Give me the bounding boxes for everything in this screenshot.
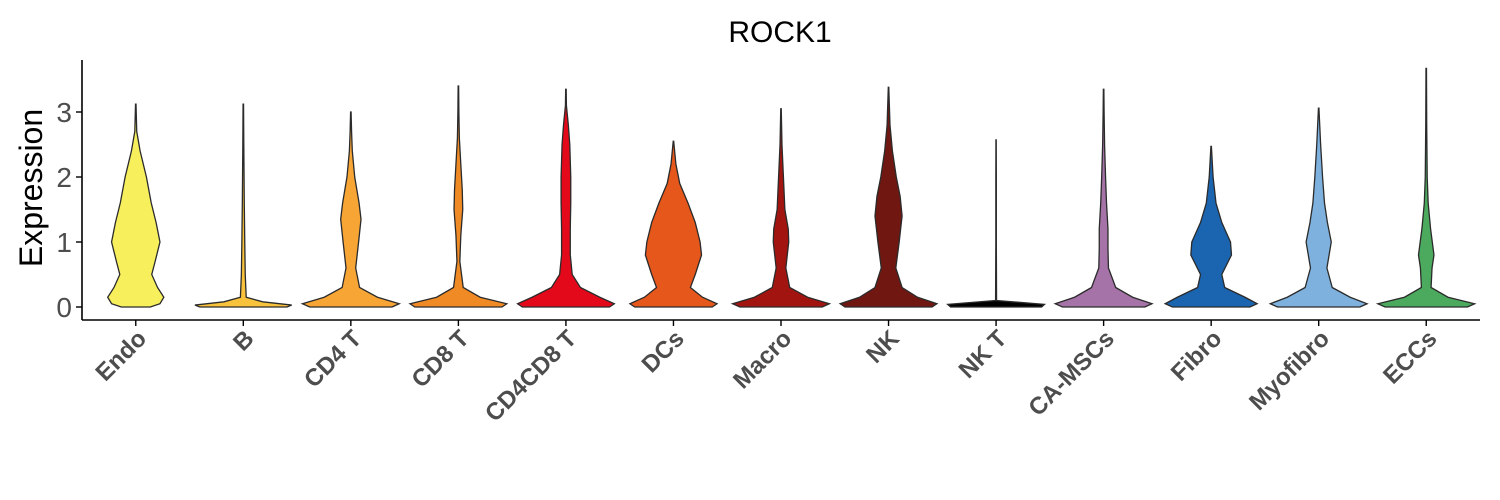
x-tick-label: CA-MSCs — [1023, 325, 1119, 421]
x-tick-label: CD4CD8 T — [480, 325, 582, 427]
x-tick-label: NK T — [954, 325, 1013, 384]
y-tick-label: 2 — [56, 162, 72, 193]
x-tick-label: NK — [861, 325, 905, 369]
chart-title: ROCK1 — [728, 16, 831, 49]
x-tick-label: Fibro — [1166, 325, 1228, 387]
violin-myofibro — [1268, 107, 1369, 308]
violin-dcs — [628, 140, 719, 308]
violin-ca-mscs — [1053, 88, 1154, 308]
x-ticks-group: Endo B CD4 T CD8 T CD4CD8 T DCs Macro NK NK T CA-… — [90, 320, 1442, 427]
x-tick-label: CD4 T — [299, 325, 367, 393]
violin-cd4-t — [300, 111, 402, 308]
violin-cd4cd8-t — [516, 88, 616, 308]
x-tick-label: CD8 T — [407, 325, 475, 393]
x-tick-label: Myofibro — [1244, 325, 1335, 416]
violin-cd8-t — [408, 85, 509, 308]
x-tick-label: ECCs — [1378, 325, 1442, 389]
y-tick-label: 3 — [56, 97, 72, 128]
violin-nk — [838, 86, 939, 308]
y-tick-label: 0 — [56, 292, 72, 323]
violin-eccs — [1375, 67, 1477, 308]
violin-fibro — [1163, 145, 1259, 308]
violin-nk-t — [946, 139, 1047, 308]
y-axis-label: Expression — [13, 109, 49, 267]
violin-b — [194, 103, 292, 308]
violin-macro — [730, 108, 832, 308]
x-tick-label: DCs — [637, 325, 690, 378]
y-tick-label: 1 — [56, 227, 72, 258]
x-tick-label: Macro — [728, 325, 797, 394]
violin-endo — [106, 103, 165, 308]
x-tick-label: Endo — [90, 325, 152, 387]
violins-group — [106, 67, 1477, 308]
x-tick-label: B — [228, 325, 259, 356]
y-ticks-group: 0 1 2 3 — [56, 97, 82, 323]
